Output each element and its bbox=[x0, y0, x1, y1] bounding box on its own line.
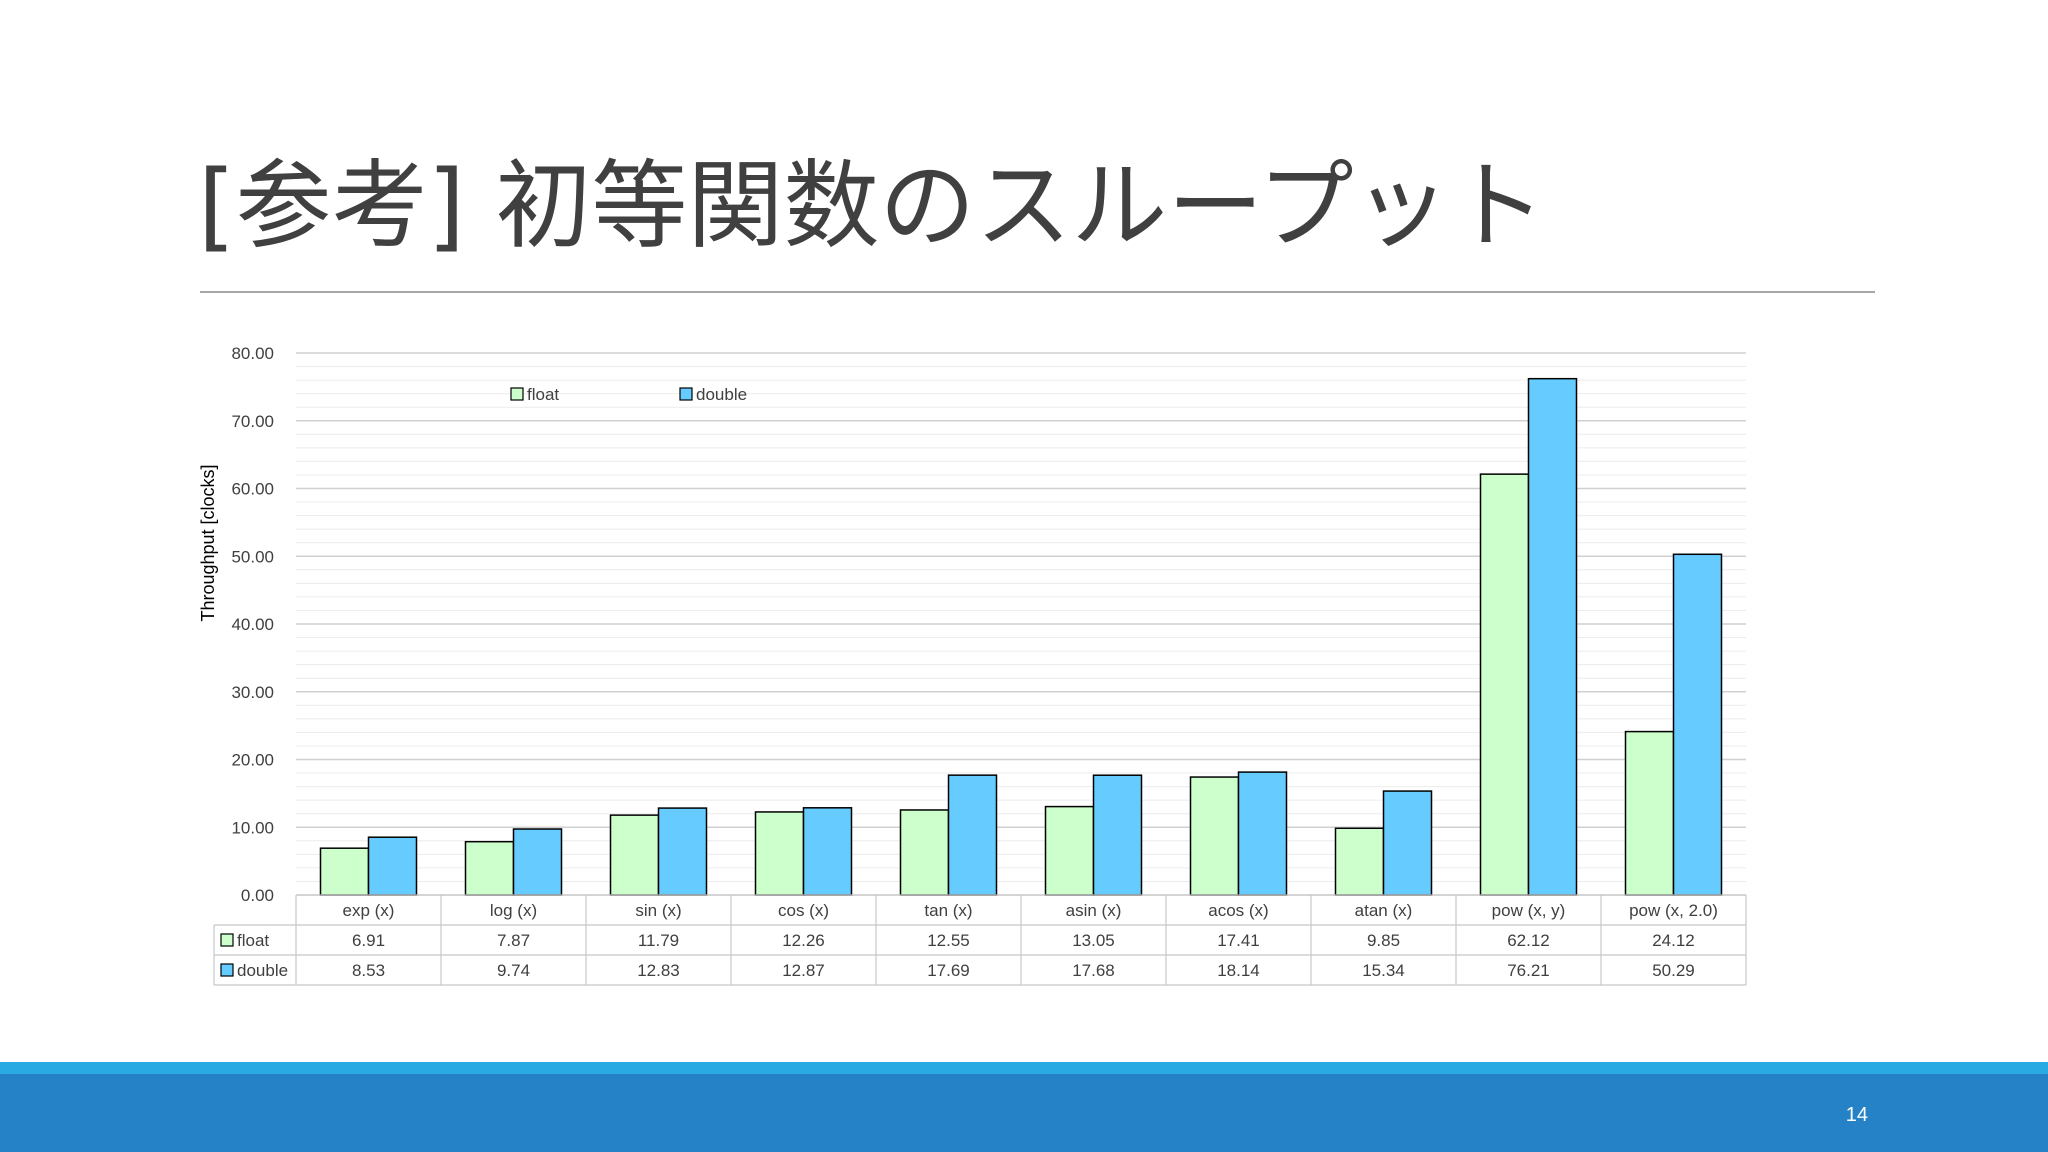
bar-float bbox=[1189, 776, 1240, 896]
bar-double bbox=[512, 828, 563, 896]
y-tick-label: 30.00 bbox=[231, 683, 274, 702]
data-label-double: 76.21 bbox=[1507, 961, 1550, 980]
bar-double bbox=[802, 807, 853, 896]
x-category-label: pow (x, y) bbox=[1492, 901, 1566, 920]
x-category-label: log (x) bbox=[490, 901, 537, 920]
data-label-float: 12.26 bbox=[782, 931, 825, 950]
bar-float bbox=[464, 840, 515, 896]
x-category-label: tan (x) bbox=[924, 901, 972, 920]
data-label-double: 12.87 bbox=[782, 961, 825, 980]
x-category-label: atan (x) bbox=[1355, 901, 1413, 920]
y-tick-label: 80.00 bbox=[231, 344, 274, 363]
data-label-float: 9.85 bbox=[1367, 931, 1400, 950]
x-category-label: exp (x) bbox=[343, 901, 395, 920]
y-tick-label: 0.00 bbox=[241, 886, 274, 905]
y-axis-ticks: 0.00 10.00 20.00 30.00 40.00 50.00 60.00 70.00 8… bbox=[231, 344, 274, 905]
data-label-float: 24.12 bbox=[1652, 931, 1695, 950]
data-label-double: 50.29 bbox=[1652, 961, 1695, 980]
bar-double bbox=[947, 774, 998, 896]
y-tick-label: 20.00 bbox=[231, 751, 274, 770]
footer-band bbox=[0, 1074, 2048, 1152]
data-label-float: 12.55 bbox=[927, 931, 970, 950]
bar-double bbox=[367, 836, 418, 896]
page-number: 14 bbox=[1845, 1104, 1868, 1126]
data-table: exp (x) log (x) sin (x) cos (x) tan (x) asin … bbox=[213, 894, 1747, 986]
table-series-swatch-double bbox=[220, 963, 234, 977]
y-tick-label: 10.00 bbox=[231, 818, 274, 837]
y-tick-label: 50.00 bbox=[231, 547, 274, 566]
data-label-double: 15.34 bbox=[1362, 961, 1405, 980]
y-axis-title: Throughput [clocks] bbox=[198, 464, 218, 621]
bar-double bbox=[657, 807, 708, 896]
data-label-float: 13.05 bbox=[1072, 931, 1115, 950]
table-series-label-float: float bbox=[237, 931, 269, 950]
legend-label-double: double bbox=[696, 385, 747, 404]
bar-float bbox=[899, 809, 950, 896]
bar-double bbox=[1237, 771, 1288, 896]
y-tick-label: 40.00 bbox=[231, 615, 274, 634]
data-label-double: 8.53 bbox=[352, 961, 385, 980]
footer-stripe bbox=[0, 1062, 2048, 1074]
bar-double bbox=[1672, 553, 1723, 896]
data-label-double: 18.14 bbox=[1217, 961, 1260, 980]
legend-swatch-float bbox=[510, 387, 524, 401]
legend-label-float: float bbox=[527, 385, 559, 404]
table-series-label-double: double bbox=[237, 961, 288, 980]
legend-swatch-double bbox=[679, 387, 693, 401]
data-label-float: 7.87 bbox=[497, 931, 530, 950]
bar-double bbox=[1092, 774, 1143, 896]
data-label-double: 17.68 bbox=[1072, 961, 1115, 980]
chart-bars bbox=[319, 377, 1723, 896]
data-label-double: 12.83 bbox=[637, 961, 680, 980]
data-label-double: 17.69 bbox=[927, 961, 970, 980]
bar-float bbox=[319, 847, 370, 896]
data-label-double: 9.74 bbox=[497, 961, 530, 980]
data-label-float: 62.12 bbox=[1507, 931, 1550, 950]
data-label-float: 17.41 bbox=[1217, 931, 1260, 950]
y-tick-label: 70.00 bbox=[231, 412, 274, 431]
bar-float bbox=[609, 814, 660, 896]
x-category-label: cos (x) bbox=[778, 901, 829, 920]
x-category-label: asin (x) bbox=[1066, 901, 1122, 920]
bar-double bbox=[1382, 790, 1433, 896]
x-category-label: pow (x, 2.0) bbox=[1629, 901, 1718, 920]
bar-float bbox=[1044, 805, 1095, 896]
data-label-float: 6.91 bbox=[352, 931, 385, 950]
x-category-label: acos (x) bbox=[1208, 901, 1268, 920]
y-tick-label: 60.00 bbox=[231, 480, 274, 499]
x-category-label: sin (x) bbox=[635, 901, 681, 920]
bar-float bbox=[1624, 730, 1675, 896]
bar-float bbox=[1334, 827, 1385, 896]
bar-float bbox=[754, 811, 805, 896]
data-label-float: 11.79 bbox=[638, 931, 679, 950]
bar-double bbox=[1527, 377, 1578, 896]
table-series-swatch-float bbox=[220, 933, 234, 947]
chart-legend: float double bbox=[510, 385, 747, 404]
bar-float bbox=[1479, 473, 1530, 896]
title-divider bbox=[200, 291, 1875, 293]
slide-title: [参考] 初等関数のスループット bbox=[198, 150, 1546, 262]
